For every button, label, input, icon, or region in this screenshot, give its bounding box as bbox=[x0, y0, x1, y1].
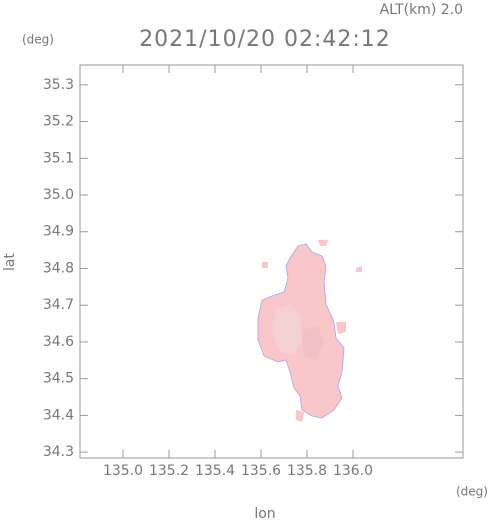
y-unit: (deg) bbox=[22, 33, 54, 47]
y-tick-label: 34.5 bbox=[43, 371, 74, 387]
chart-title: 2021/10/20 02:42:12 bbox=[139, 27, 391, 52]
y-tick-label: 34.8 bbox=[43, 260, 74, 276]
x-unit: (deg) bbox=[456, 485, 488, 499]
plot-frame bbox=[79, 64, 464, 459]
x-axis-label: lon bbox=[254, 506, 275, 521]
echo-region bbox=[257, 240, 362, 422]
x-tick-label: 136.0 bbox=[333, 463, 373, 479]
x-tick-label: 135.8 bbox=[287, 463, 327, 479]
x-tick-label: 135.6 bbox=[241, 463, 281, 479]
y-tick-label: 34.7 bbox=[43, 297, 74, 313]
y-axis-label: lat bbox=[2, 253, 18, 271]
altitude-label: ALT(km) 2.0 bbox=[380, 2, 463, 18]
x-tick-label: 135.4 bbox=[195, 463, 235, 479]
y-tick-label: 35.0 bbox=[43, 187, 74, 203]
y-tick-label: 35.1 bbox=[43, 150, 74, 166]
y-tick-label: 34.9 bbox=[43, 224, 74, 240]
y-tick-label: 34.6 bbox=[43, 334, 74, 350]
x-tick-label: 135.0 bbox=[103, 463, 143, 479]
y-tick-label: 34.3 bbox=[43, 444, 74, 460]
y-tick-label: 35.2 bbox=[43, 114, 74, 130]
x-tick-label: 135.2 bbox=[149, 463, 189, 479]
y-tick-label: 35.3 bbox=[43, 77, 74, 93]
y-tick-label: 34.4 bbox=[43, 407, 74, 423]
